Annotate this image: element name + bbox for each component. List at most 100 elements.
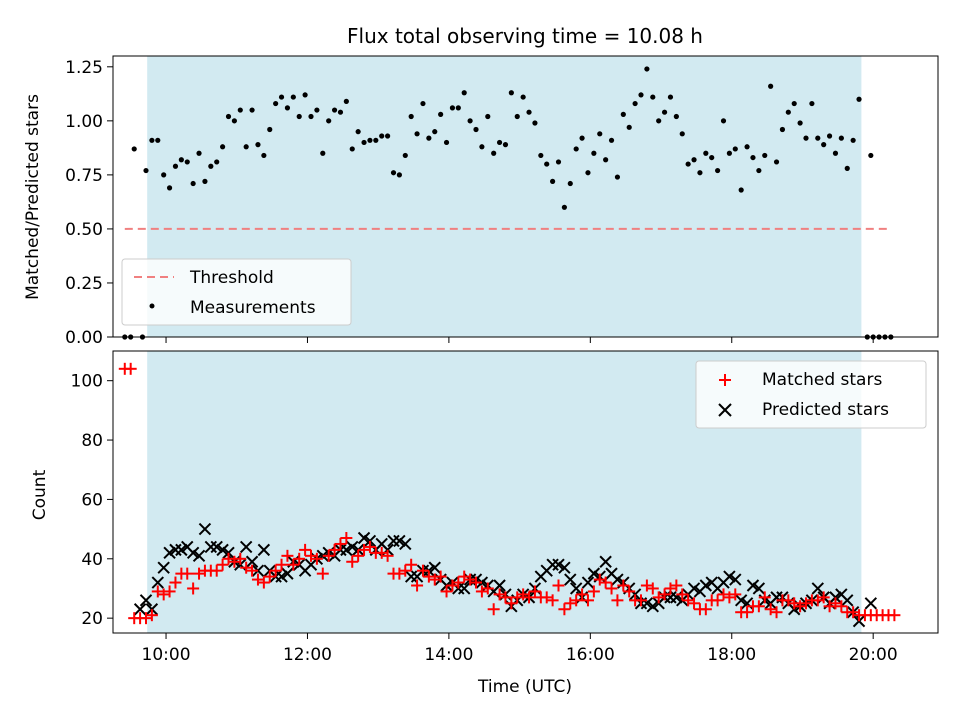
measurement-point	[443, 139, 450, 146]
matched-star-point	[140, 612, 152, 625]
measurement-point	[320, 150, 326, 156]
matched-star-point	[464, 573, 477, 586]
matched-star-point	[305, 549, 317, 562]
matched-star-point	[428, 573, 441, 586]
measurement-point	[750, 154, 756, 161]
measurement-point	[868, 152, 874, 159]
predicted-star-point	[752, 582, 766, 595]
measurement-point	[267, 126, 273, 133]
matched-star-point	[829, 597, 842, 610]
predicted-star-point	[393, 534, 406, 548]
matched-star-point	[505, 597, 518, 610]
measurement-point	[479, 144, 485, 150]
matched-star-point	[269, 564, 282, 577]
predicted-marker-stroke	[752, 582, 766, 595]
predicted-marker-stroke	[175, 543, 188, 557]
matched-star-point	[216, 558, 229, 571]
measurement-point	[308, 113, 314, 120]
predicted-marker-stroke	[558, 561, 571, 574]
predicted-star-point	[546, 558, 559, 571]
matched-star-point	[251, 573, 264, 586]
predicted-marker-stroke	[157, 561, 170, 574]
bottom-legend-box	[695, 360, 927, 429]
matched-star-point	[375, 546, 388, 559]
measurement-point	[732, 146, 738, 152]
predicted-marker-stroke	[640, 597, 654, 610]
predicted-marker-stroke	[599, 555, 612, 568]
measurement-point	[502, 142, 509, 148]
matched-star-point	[711, 594, 724, 607]
measurement-point	[273, 100, 279, 107]
matched-star-point	[788, 597, 801, 610]
predicted-star-point	[216, 543, 229, 557]
measurement-point	[178, 157, 184, 163]
matched-star-point	[281, 549, 294, 562]
predicted-marker-stroke	[281, 567, 294, 580]
bottom-y-tick-label: 40	[81, 550, 103, 570]
measurement-point	[237, 107, 243, 113]
matched-star-point	[635, 594, 647, 607]
matched-star-point	[764, 603, 777, 616]
predicted-star-point	[841, 594, 854, 607]
predicted-marker-stroke	[864, 597, 878, 610]
matched-star-point	[181, 567, 194, 580]
measurement-point	[803, 135, 809, 141]
measurement-point	[514, 113, 520, 120]
measurement-point	[402, 152, 408, 159]
bottom-y-tick-label: 20	[81, 609, 103, 629]
bottom-axis-ticks: 20 40 60 80 100 10:00 12:00 14:00 16:00 18:00 20:0…	[71, 372, 898, 665]
matched-star-point	[835, 600, 848, 613]
matched-star-point	[263, 570, 276, 583]
matched-star-point	[676, 588, 689, 601]
matched-star-point	[646, 582, 659, 595]
predicted-marker-stroke	[375, 537, 388, 551]
matched-star-point	[328, 543, 341, 556]
matched-star-point	[210, 564, 223, 577]
predicted-star-point	[404, 570, 418, 583]
measurement-point	[620, 111, 626, 117]
matched-star-point	[599, 576, 612, 589]
predicted-star-point	[186, 546, 200, 560]
predicted-marker-stroke	[387, 534, 400, 548]
predicted-star-point	[204, 540, 218, 554]
matched-star-point	[475, 585, 488, 598]
measurement-point	[597, 131, 603, 137]
measurement-point	[644, 66, 650, 72]
matched-star-point	[275, 558, 288, 571]
predicted-star-point	[346, 540, 359, 554]
measurement-point	[390, 170, 397, 176]
measurement-point	[785, 109, 791, 115]
legend-measurements-label: Measurements	[190, 298, 316, 318]
measurement-point	[302, 92, 308, 98]
predicted-marker-stroke	[687, 582, 701, 595]
predicted-marker-stroke	[245, 555, 259, 568]
predicted-marker-stroke	[198, 522, 212, 536]
predicted-star-point	[175, 543, 188, 557]
predicted-marker-stroke	[664, 591, 677, 604]
measurement-point	[850, 137, 856, 143]
measurement-point	[614, 174, 621, 180]
predicted-star-point	[864, 597, 878, 610]
predicted-star-point	[133, 603, 147, 616]
predicted-star-point	[163, 546, 176, 560]
predicted-star-point	[581, 576, 595, 589]
matched-star-point	[682, 594, 695, 607]
bottom-x-tick-label: 16:00	[566, 645, 615, 665]
matched-star-point	[576, 588, 589, 601]
matched-star-point	[422, 570, 435, 583]
measurement-point	[184, 159, 190, 165]
matched-star-point	[163, 585, 176, 598]
predicted-marker-stroke	[564, 573, 577, 586]
measurement-point	[738, 187, 744, 193]
predicted-star-point	[357, 531, 371, 545]
measurement-point	[585, 170, 591, 176]
matched-star-point	[564, 597, 577, 610]
measurement-point	[355, 129, 361, 135]
measurement-point	[856, 96, 862, 102]
matched-star-point	[817, 591, 830, 604]
matched-star-point	[605, 582, 618, 595]
measurement-point	[844, 165, 850, 171]
measurement-point	[190, 180, 196, 187]
measurement-point	[220, 144, 226, 150]
predicted-star-point	[257, 543, 271, 557]
